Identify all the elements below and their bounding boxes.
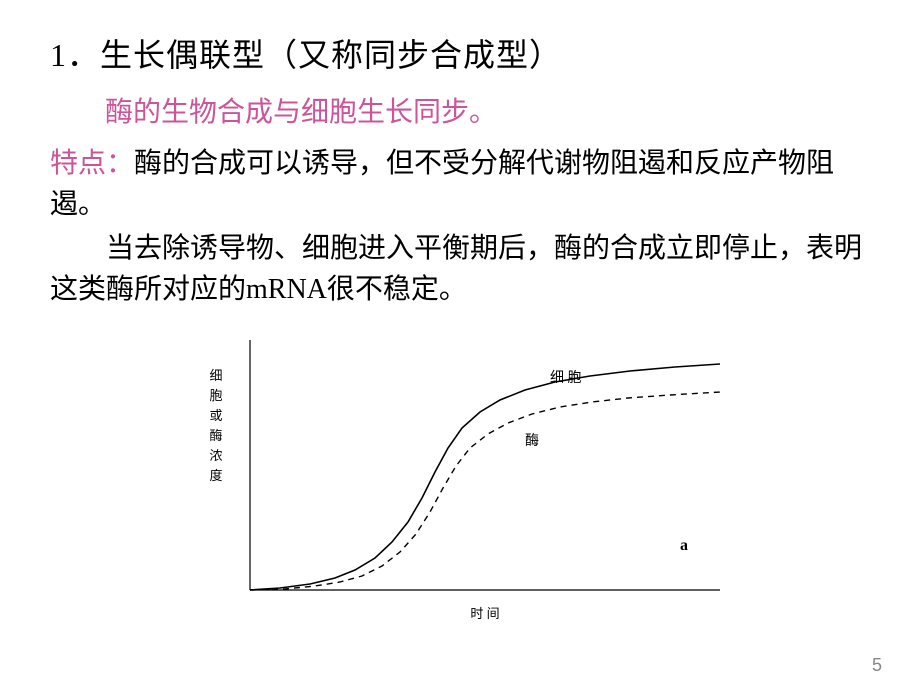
svg-text:时 间: 时 间: [470, 606, 499, 621]
growth-chart: 细 胞酶细胞或酶浓度时 间a: [180, 320, 740, 630]
svg-text:胞: 胞: [209, 388, 222, 403]
svg-text:细 胞: 细 胞: [550, 370, 582, 386]
slide-title: 1．生长偶联型（又称同步合成型）: [50, 30, 870, 76]
feature-label: 特点：: [50, 148, 134, 179]
slide-subtitle: 酶的生物合成与细胞生长同步。: [105, 90, 870, 130]
feature-text: 酶的合成可以诱导，但不受分解代谢物阻遏和反应产物阻遏。: [50, 148, 834, 220]
svg-text:酶: 酶: [525, 433, 539, 449]
svg-text:浓: 浓: [209, 448, 222, 463]
svg-text:或: 或: [209, 408, 222, 423]
svg-text:酶: 酶: [209, 428, 222, 443]
svg-text:a: a: [680, 537, 688, 554]
feature-line: 特点：酶的合成可以诱导，但不受分解代谢物阻遏和反应产物阻遏。: [50, 144, 870, 225]
chart-svg: 细 胞酶细胞或酶浓度时 间a: [180, 320, 740, 630]
paragraph: 当去除诱导物、细胞进入平衡期后，酶的合成立即停止，表明这类酶所对应的mRNA很不…: [50, 229, 870, 310]
svg-text:细: 细: [209, 368, 222, 383]
svg-text:度: 度: [209, 468, 222, 483]
page-number: 5: [872, 655, 882, 676]
